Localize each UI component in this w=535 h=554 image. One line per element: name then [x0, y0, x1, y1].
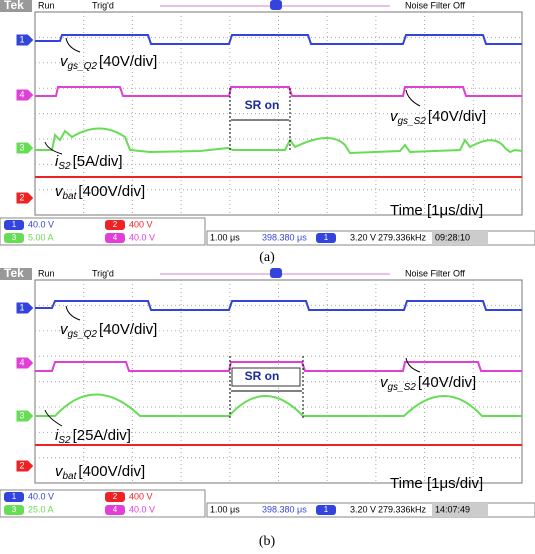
status-channel-id: 3	[12, 505, 17, 514]
label-scale: [40V/div]	[418, 374, 476, 391]
sr-on-label: SR on	[245, 98, 280, 112]
trigger-marker	[270, 268, 282, 278]
channel-number: 4	[19, 357, 24, 367]
timebase: 1.00 μs	[210, 504, 240, 514]
status-channel-id: 4	[113, 233, 118, 242]
trig-channel: 1	[324, 233, 329, 242]
frequency: 279.336kHz	[378, 504, 427, 514]
status-channel-value: 40.0 V	[28, 491, 54, 501]
status-channel-id: 2	[113, 492, 118, 501]
clock: 14:07:49	[435, 504, 470, 514]
position: 398.380 μs	[262, 504, 307, 514]
caption: (b)	[259, 534, 276, 549]
noise-filter: Noise Filter Off	[405, 0, 465, 10]
label-subscript: gs_Q2	[68, 329, 98, 340]
position: 398.380 μs	[262, 232, 307, 242]
noise-filter: Noise Filter Off	[405, 268, 465, 278]
time-label: Time [1μs/div]	[390, 475, 483, 492]
channel-number: 3	[19, 410, 24, 420]
run-state: Run	[38, 268, 55, 278]
timebase: 1.00 μs	[210, 232, 240, 242]
label-scale: [40V/div]	[99, 53, 157, 70]
status-channel-id: 2	[113, 220, 118, 229]
status-channel-value: 25.0 A	[28, 504, 54, 514]
logo: Tek	[4, 0, 24, 12]
label-subscript: bat	[63, 191, 78, 202]
trigger-state: Trig'd	[92, 268, 114, 278]
status-channel-value: 40.0 V	[129, 232, 155, 242]
label-scale: [40V/div]	[428, 108, 486, 125]
status-channel-value: 400 V	[129, 219, 153, 229]
status-channel-value: 40.0 V	[129, 504, 155, 514]
label-subscript: gs_S2	[388, 382, 417, 393]
trig-level: 3.20 V	[350, 504, 376, 514]
time-label: Time [1μs/div]	[390, 202, 483, 219]
channel-number: 2	[19, 460, 24, 470]
status-channel-id: 1	[12, 492, 17, 501]
run-state: Run	[38, 0, 55, 10]
label-subscript: bat	[63, 471, 78, 482]
label-subscript: S2	[58, 161, 71, 172]
status-channel-id: 3	[12, 233, 17, 242]
frequency: 279.336kHz	[378, 232, 427, 242]
status-channel-value: 400 V	[129, 491, 153, 501]
figure: TekRunTrig'dNoise Filter Off1432vgs_Q2[4…	[0, 0, 535, 554]
trigger-state: Trig'd	[92, 0, 114, 10]
channel-number: 1	[19, 34, 24, 44]
trig-channel: 1	[324, 505, 329, 514]
status-channel-value: 5.00 A	[28, 232, 54, 242]
label-scale: [5A/div]	[73, 153, 123, 170]
label-scale: [40V/div]	[99, 321, 157, 338]
status-channel-id: 1	[12, 220, 17, 229]
channel-number: 1	[19, 302, 24, 312]
channel-number: 4	[19, 89, 24, 99]
status-channel-id: 4	[113, 505, 118, 514]
logo: Tek	[4, 266, 24, 280]
label-subscript: gs_S2	[398, 116, 427, 127]
label-subscript: S2	[58, 435, 71, 446]
status-channel-value: 40.0 V	[28, 219, 54, 229]
channel-number: 3	[19, 142, 24, 152]
trig-level: 3.20 V	[350, 232, 376, 242]
label-scale: [25A/div]	[73, 427, 131, 444]
clock: 09:28:10	[435, 232, 470, 242]
label-scale: [400V/div]	[78, 183, 145, 200]
trigger-marker	[270, 0, 282, 10]
label-scale: [400V/div]	[78, 463, 145, 480]
caption: (a)	[259, 250, 275, 265]
channel-number: 2	[19, 192, 24, 202]
label-subscript: gs_Q2	[68, 61, 98, 72]
sr-on-label: SR on	[245, 369, 280, 383]
